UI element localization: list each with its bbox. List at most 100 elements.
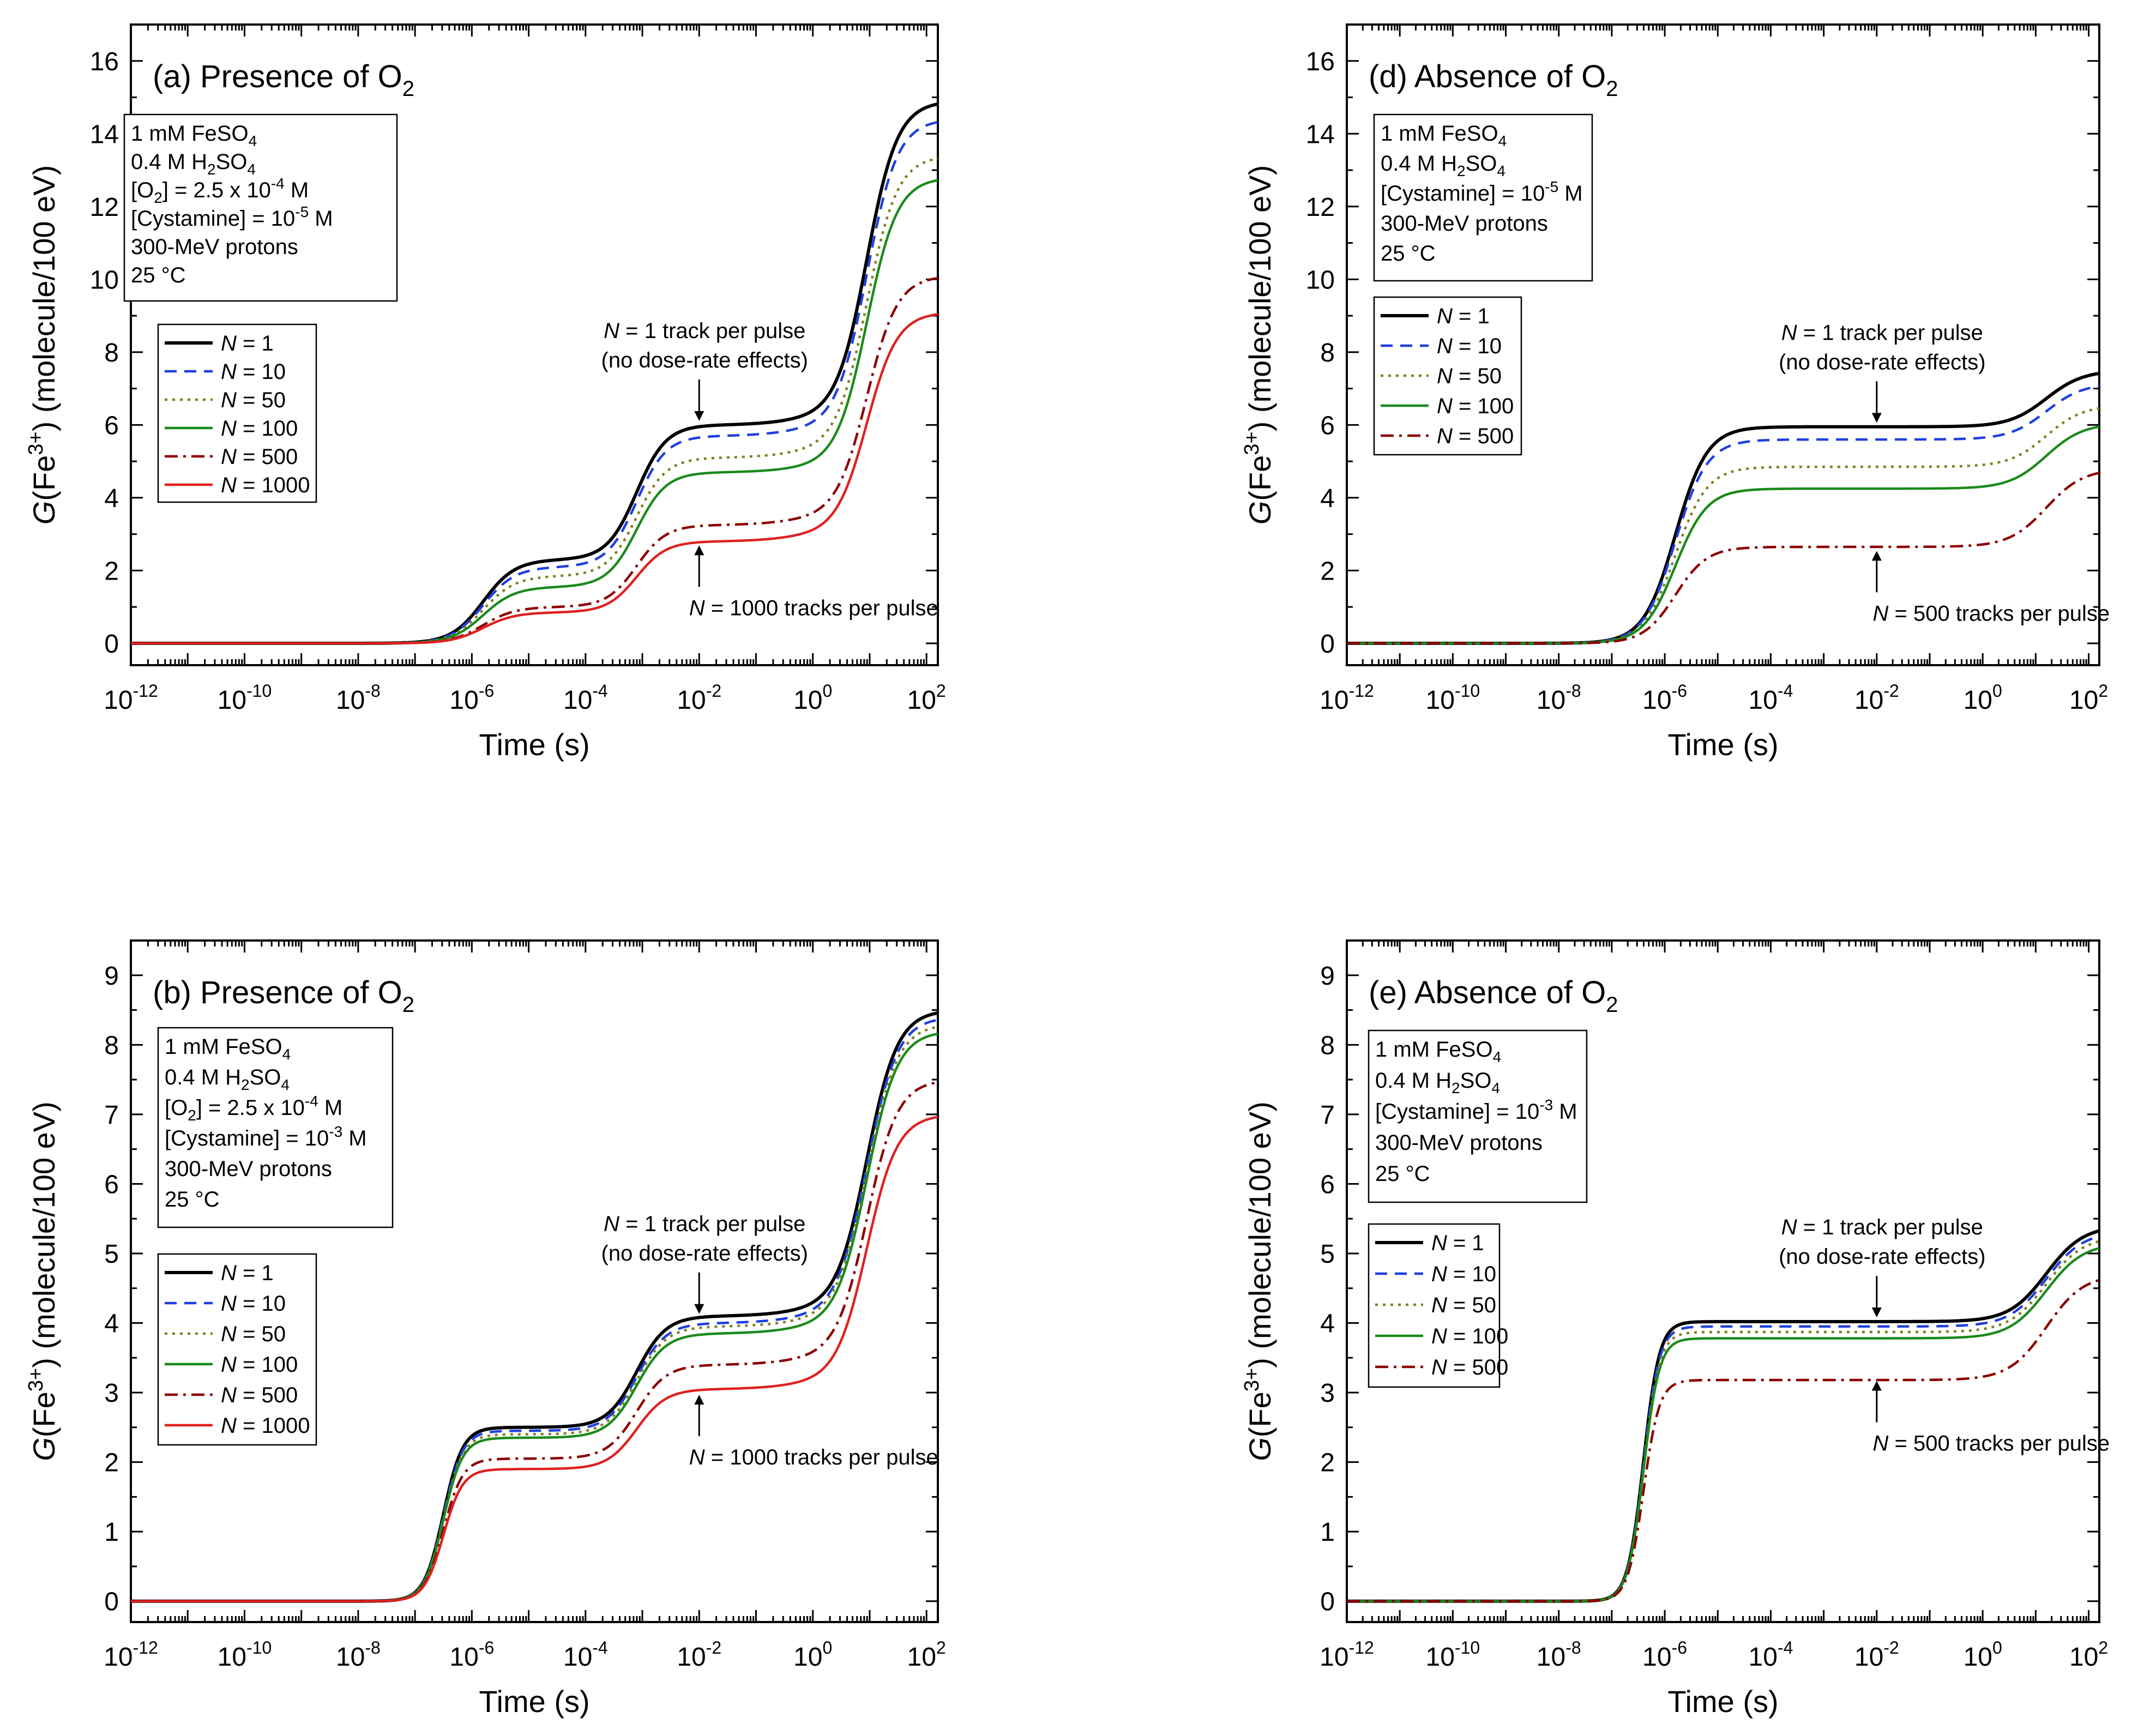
y-tick-label: 8 bbox=[104, 339, 119, 367]
x-tick-exponent: -6 bbox=[479, 1638, 494, 1657]
y-tick-label: 4 bbox=[104, 484, 119, 513]
info-line: [O2] = 2.5 x 10-4 M bbox=[131, 175, 309, 206]
legend-entry: N = 1 bbox=[1431, 1231, 1484, 1255]
info-line: [O2] = 2.5 x 10-4 M bbox=[165, 1093, 342, 1124]
x-tick-label: 10-4 bbox=[563, 681, 608, 715]
y-tick-label: 5 bbox=[104, 1240, 119, 1269]
y-tick-label: 8 bbox=[1320, 339, 1335, 367]
series-line-n10 bbox=[131, 1018, 938, 1602]
x-tick-label: 102 bbox=[907, 681, 946, 715]
y-axis-title: G(Fe3+) (molecule/100 eV) bbox=[25, 165, 61, 525]
x-tick-label: 10-10 bbox=[1426, 1638, 1480, 1672]
x-tick-exponent: 2 bbox=[2098, 681, 2108, 701]
x-tick-exponent: -10 bbox=[1455, 681, 1480, 701]
x-tick-label: 10-4 bbox=[1749, 1638, 1793, 1672]
legend-entry: N = 500 bbox=[221, 445, 298, 469]
x-tick-label: 10-12 bbox=[1320, 1638, 1374, 1672]
info-line: 25 °C bbox=[165, 1188, 220, 1211]
x-tick-label: 102 bbox=[2069, 1638, 2108, 1672]
annotation-arrowhead bbox=[1871, 1381, 1882, 1391]
y-tick-label: 8 bbox=[104, 1031, 119, 1060]
info-line: 25 °C bbox=[131, 263, 186, 287]
annotation-text: N = 1 track per pulse bbox=[604, 1212, 805, 1236]
x-tick-exponent: -12 bbox=[1349, 681, 1374, 701]
y-tick-label: 14 bbox=[90, 120, 119, 149]
x-tick-label: 100 bbox=[793, 1638, 832, 1672]
series-line-n1000 bbox=[131, 1116, 938, 1602]
y-tick-label: 4 bbox=[1320, 1310, 1335, 1339]
annotation-text: (no dose-rate effects) bbox=[1779, 350, 1985, 374]
x-tick-label: 10-10 bbox=[1426, 681, 1480, 715]
x-tick-exponent: 2 bbox=[936, 1638, 946, 1657]
x-tick-label: 100 bbox=[1964, 681, 2002, 715]
annotation-text: (no dose-rate effects) bbox=[601, 1241, 808, 1265]
legend-entry: N = 500 bbox=[1431, 1355, 1508, 1379]
x-tick-label: 10-6 bbox=[449, 681, 494, 715]
y-tick-label: 0 bbox=[1320, 630, 1335, 659]
legend-entry: N = 50 bbox=[221, 388, 286, 412]
annotation-arrowhead bbox=[694, 1395, 704, 1405]
x-tick-label: 100 bbox=[793, 681, 832, 715]
x-tick-label: 102 bbox=[907, 1638, 946, 1672]
annotation-arrowhead bbox=[1871, 551, 1882, 561]
y-axis-title: G(Fe3+) (molecule/100 eV) bbox=[1240, 165, 1277, 525]
x-tick-exponent: -8 bbox=[1565, 681, 1581, 701]
info-line: 300-MeV protons bbox=[131, 235, 298, 259]
y-tick-label: 6 bbox=[1320, 1170, 1335, 1199]
info-line: 25 °C bbox=[1381, 242, 1436, 266]
legend-entry: N = 100 bbox=[221, 1353, 298, 1377]
annotation-arrowhead bbox=[1871, 413, 1882, 423]
y-tick-label: 0 bbox=[1320, 1588, 1335, 1617]
x-tick-label: 100 bbox=[1964, 1638, 2002, 1672]
info-line: [Cystamine] = 10-5 M bbox=[131, 203, 333, 231]
legend-entry: N = 100 bbox=[1437, 394, 1514, 418]
x-tick-exponent: -6 bbox=[1672, 1638, 1687, 1657]
legend-entry: N = 50 bbox=[1437, 364, 1502, 388]
series-line-n50 bbox=[131, 157, 938, 645]
y-tick-label: 6 bbox=[1320, 411, 1335, 440]
x-tick-exponent: 0 bbox=[823, 1638, 833, 1657]
y-tick-label: 2 bbox=[1320, 1449, 1335, 1478]
x-tick-exponent: 0 bbox=[1992, 681, 2002, 701]
legend-entry: N = 1000 bbox=[221, 473, 310, 497]
x-tick-exponent: -8 bbox=[365, 681, 380, 701]
info-line: [Cystamine] = 10-3 M bbox=[1375, 1096, 1577, 1124]
series-line-n1000 bbox=[131, 313, 938, 645]
legend-entry: N = 50 bbox=[221, 1322, 286, 1346]
x-axis-title: Time (s) bbox=[479, 1684, 589, 1719]
x-tick-exponent: -2 bbox=[706, 681, 721, 701]
x-tick-label: 10-2 bbox=[1854, 1638, 1899, 1672]
x-tick-exponent: -12 bbox=[133, 681, 158, 701]
y-tick-label: 3 bbox=[1320, 1379, 1335, 1408]
info-line: 0.4 M H2SO4 bbox=[165, 1065, 290, 1093]
x-tick-exponent: -8 bbox=[365, 1638, 380, 1657]
annotation-text: (no dose-rate effects) bbox=[601, 348, 808, 372]
x-tick-exponent: -10 bbox=[246, 1638, 272, 1657]
y-tick-label: 2 bbox=[1320, 557, 1335, 586]
legend-entry: N = 1 bbox=[1437, 304, 1490, 328]
x-tick-exponent: -8 bbox=[1565, 1638, 1581, 1657]
series-line-n50 bbox=[131, 1026, 938, 1602]
annotation-text: N = 1000 tracks per pulse bbox=[689, 596, 938, 620]
info-line: 0.4 M H2SO4 bbox=[131, 150, 256, 178]
x-tick-label: 10-2 bbox=[677, 681, 721, 715]
x-tick-label: 10-2 bbox=[677, 1638, 721, 1672]
annotation-arrowhead bbox=[694, 411, 704, 421]
y-tick-label: 9 bbox=[1320, 962, 1335, 991]
panel-title: (e) Absence of O2 bbox=[1369, 975, 1618, 1017]
x-tick-label: 10-12 bbox=[1320, 681, 1374, 715]
x-axis-title: Time (s) bbox=[1667, 1684, 1778, 1719]
y-tick-label: 6 bbox=[104, 411, 119, 440]
info-line: [Cystamine] = 10-3 M bbox=[165, 1123, 367, 1150]
y-axis-title: G(Fe3+) (molecule/100 eV) bbox=[1240, 1101, 1277, 1461]
plot-frame bbox=[1346, 939, 2100, 1623]
x-axis-title: Time (s) bbox=[479, 727, 589, 762]
annotation-text: N = 500 tracks per pulse bbox=[1872, 1432, 2110, 1456]
x-tick-exponent: -12 bbox=[133, 1638, 158, 1657]
plot-frame bbox=[130, 939, 939, 1623]
y-tick-label: 16 bbox=[1306, 47, 1335, 76]
plot-frame bbox=[1346, 23, 2100, 666]
y-tick-label: 10 bbox=[1306, 266, 1335, 294]
legend-entry: N = 50 bbox=[1431, 1293, 1496, 1317]
